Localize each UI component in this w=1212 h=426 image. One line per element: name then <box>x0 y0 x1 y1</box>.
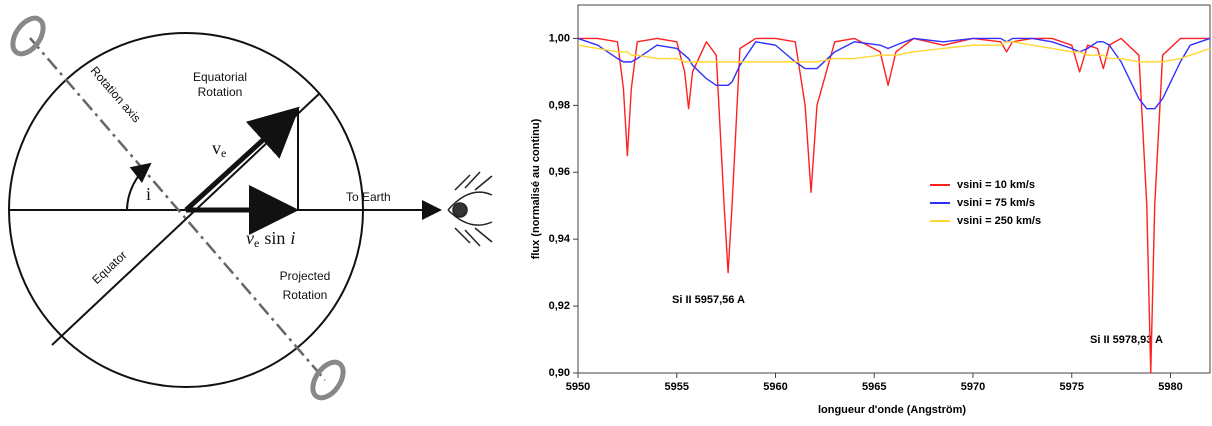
angle-arc <box>126 162 152 211</box>
x-tick-label: 5960 <box>763 381 787 393</box>
rotation-axis <box>29 37 326 381</box>
x-tick-label: 5950 <box>566 381 590 393</box>
y-tick-label: 0,98 <box>549 99 570 111</box>
projected-rotation-label: Rotation <box>283 288 328 302</box>
y-tick-label: 0,90 <box>549 367 570 379</box>
series-line <box>578 37 1210 374</box>
series-line <box>577 41 1211 63</box>
series-line <box>577 37 1211 110</box>
rotation-ring <box>310 359 346 401</box>
x-tick-label: 5965 <box>862 381 886 393</box>
x-tick-label: 5955 <box>665 381 689 393</box>
legend-label: vsini = 250 km/s <box>957 215 1041 227</box>
y-tick-label: 0,92 <box>549 300 570 312</box>
x-tick-label: 5970 <box>961 381 985 393</box>
equatorial-rotation-label: Equatorial <box>193 70 247 84</box>
equatorial-rotation-label: Rotation <box>198 85 243 99</box>
legend-label: vsini = 75 km/s <box>957 197 1035 209</box>
x-tick-label: 5980 <box>1158 381 1182 393</box>
eye <box>447 171 493 247</box>
plot-frame <box>577 4 1211 374</box>
projected-rotation-label: Projected <box>280 269 331 283</box>
velocity-label: ve <box>212 138 226 160</box>
y-tick-label: 0,94 <box>549 233 571 245</box>
to-earth-label: To Earth <box>346 190 391 204</box>
y-axis-title: flux (normalisé au continu) <box>530 118 542 259</box>
annotation: Si II 5978,93 A <box>1090 334 1163 346</box>
velocity-arrow <box>184 106 300 212</box>
legend-label: vsini = 10 km/s <box>957 179 1035 191</box>
projected-velocity-label: ve sin i <box>246 228 295 250</box>
y-tick-label: 1,00 <box>549 32 570 44</box>
y-tick-label: 0,96 <box>549 166 570 178</box>
equator-label: Equator <box>89 248 129 287</box>
equator-line <box>51 92 321 346</box>
chart: longueur d'onde (Angström) flux (normali… <box>530 4 1211 416</box>
x-axis-title: longueur d'onde (Angström) <box>818 404 966 416</box>
annotation: Si II 5957,56 A <box>672 294 745 306</box>
angle-label: i <box>146 184 151 204</box>
rotation-ring <box>10 15 46 57</box>
x-tick-label: 5975 <box>1060 381 1084 393</box>
diagram: Rotation axis Equatorial Rotation ve i T… <box>8 15 493 401</box>
